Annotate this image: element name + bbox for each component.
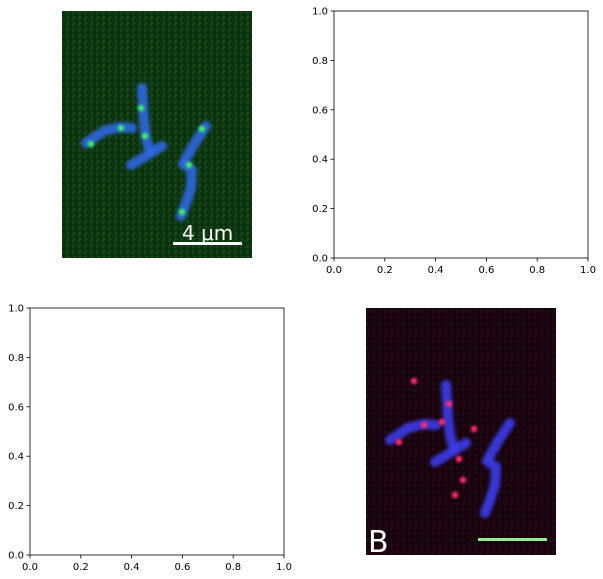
fluorescent-spots xyxy=(395,377,478,499)
x-tick-label: 0.8 xyxy=(225,562,241,573)
y-tick-label: 0.8 xyxy=(312,56,328,67)
fluorescent-spot xyxy=(87,140,95,148)
bacterium-cell xyxy=(430,438,471,467)
x-tick-label: 0.8 xyxy=(529,265,545,276)
y-tick-label: 0.6 xyxy=(8,402,24,413)
panel-label: B xyxy=(368,525,389,560)
y-tick-label: 0.0 xyxy=(312,254,328,265)
scale-bar xyxy=(478,538,547,541)
bacterium-cell xyxy=(137,83,155,157)
fluorescent-spot xyxy=(117,124,125,132)
micrograph-panel-top-left: 4 μm xyxy=(62,11,252,258)
x-tick-label: 0.2 xyxy=(377,265,393,276)
scale-bar xyxy=(173,242,242,245)
y-tick-label: 0.6 xyxy=(312,105,328,116)
fluorescent-spot xyxy=(455,455,463,463)
bacteria-cells xyxy=(385,380,515,518)
x-tick-label: 0.6 xyxy=(478,265,494,276)
fluorescent-spot xyxy=(410,377,418,385)
fluorescent-spot xyxy=(420,421,428,429)
empty-axes-top-right: 0.0 0.2 0.4 0.6 0.8 1.0 0.0 0.2 0.4 0.6 0.8 1.0 xyxy=(312,7,596,277)
fluorescent-spot xyxy=(395,438,403,446)
empty-axes-bottom-left: 0.0 0.2 0.4 0.6 0.8 1.0 0.0 0.2 0.4 0.6 0.8 1.0 xyxy=(8,304,292,574)
bacterium-cell xyxy=(81,122,137,148)
fluorescent-spot xyxy=(470,425,478,433)
x-tick-label: 0.4 xyxy=(428,265,444,276)
fluorescent-spot xyxy=(178,208,186,216)
y-tick-label: 1.0 xyxy=(8,304,24,315)
fluorescent-spot xyxy=(137,104,145,112)
y-tick-label: 1.0 xyxy=(312,7,328,18)
y-tick-label: 0.2 xyxy=(312,204,328,215)
y-tick-label: 0.2 xyxy=(8,501,24,512)
fluorescent-spots xyxy=(87,104,206,216)
scale-bar-label: 4 μm xyxy=(182,221,233,245)
x-tick-label: 0.0 xyxy=(326,265,342,276)
x-tick-label: 1.0 xyxy=(580,265,596,276)
axes-frame xyxy=(29,307,285,556)
fluorescent-spot xyxy=(198,125,206,133)
bacterium-cell xyxy=(484,418,515,462)
y-tick-label: 0.8 xyxy=(8,353,24,364)
fluorescent-spot xyxy=(141,132,149,140)
x-tick-label: 0.2 xyxy=(73,562,89,573)
y-tick-label: 0.4 xyxy=(312,155,328,166)
bacteria-cells xyxy=(81,83,211,221)
axes-frame xyxy=(333,10,589,259)
fluorescent-spot xyxy=(438,418,446,426)
x-tick-label: 0.0 xyxy=(22,562,38,573)
x-tick-label: 1.0 xyxy=(276,562,292,573)
bacterium-cell xyxy=(480,456,501,518)
fluorescent-spot xyxy=(445,400,453,408)
bacterium-cell xyxy=(441,380,459,454)
y-tick-label: 0.0 xyxy=(8,551,24,562)
x-tick-label: 0.4 xyxy=(124,562,140,573)
x-tick-label: 0.6 xyxy=(174,562,190,573)
fluorescent-spot xyxy=(459,476,467,484)
bacterium-cell xyxy=(126,141,167,170)
y-tick-label: 0.4 xyxy=(8,452,24,463)
fluorescent-spot xyxy=(451,491,459,499)
bacterium-cell xyxy=(385,419,441,445)
fluorescent-spot xyxy=(185,161,193,169)
micrograph-panel-bottom-right: B xyxy=(366,308,556,560)
